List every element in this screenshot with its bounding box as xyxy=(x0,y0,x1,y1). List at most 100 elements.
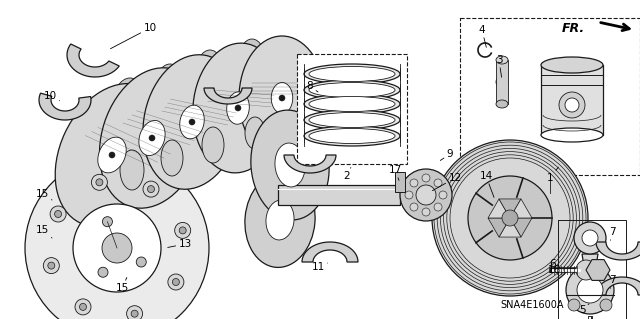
Polygon shape xyxy=(582,254,598,272)
Circle shape xyxy=(131,310,138,317)
Polygon shape xyxy=(100,140,124,180)
Circle shape xyxy=(92,174,108,190)
Polygon shape xyxy=(596,242,640,260)
Text: 2: 2 xyxy=(344,167,351,181)
Text: 8: 8 xyxy=(307,81,318,92)
Ellipse shape xyxy=(251,110,329,220)
Circle shape xyxy=(79,303,86,310)
Text: 11: 11 xyxy=(312,262,328,272)
Ellipse shape xyxy=(309,66,395,81)
Polygon shape xyxy=(395,172,405,192)
Ellipse shape xyxy=(309,113,395,128)
Circle shape xyxy=(143,181,159,197)
Circle shape xyxy=(54,211,61,218)
Circle shape xyxy=(172,278,179,286)
Circle shape xyxy=(582,230,598,246)
Ellipse shape xyxy=(559,92,585,118)
Text: 5: 5 xyxy=(579,304,589,315)
Circle shape xyxy=(102,217,113,227)
Bar xyxy=(541,65,603,135)
Circle shape xyxy=(410,179,418,187)
Text: 12: 12 xyxy=(433,173,461,191)
Polygon shape xyxy=(510,199,532,218)
Ellipse shape xyxy=(55,84,169,226)
Ellipse shape xyxy=(576,260,596,280)
Circle shape xyxy=(127,306,143,319)
Circle shape xyxy=(44,258,60,274)
Circle shape xyxy=(279,95,285,101)
Ellipse shape xyxy=(245,173,315,267)
Polygon shape xyxy=(488,218,510,237)
Circle shape xyxy=(502,210,518,226)
Circle shape xyxy=(422,174,430,182)
Circle shape xyxy=(102,233,132,263)
Ellipse shape xyxy=(266,200,294,240)
Polygon shape xyxy=(284,155,336,173)
Ellipse shape xyxy=(193,43,283,173)
Circle shape xyxy=(73,204,161,292)
Text: 14: 14 xyxy=(479,171,494,197)
Ellipse shape xyxy=(275,143,305,187)
Text: 10: 10 xyxy=(44,91,60,101)
Ellipse shape xyxy=(309,129,395,144)
Ellipse shape xyxy=(271,83,292,114)
Polygon shape xyxy=(302,242,358,262)
Circle shape xyxy=(96,179,103,186)
Circle shape xyxy=(136,257,147,267)
Ellipse shape xyxy=(154,64,186,120)
Circle shape xyxy=(574,222,606,254)
Ellipse shape xyxy=(304,64,400,84)
Text: 15: 15 xyxy=(35,225,52,238)
Circle shape xyxy=(98,267,108,277)
Ellipse shape xyxy=(541,57,603,73)
Circle shape xyxy=(25,156,209,319)
Polygon shape xyxy=(499,218,521,237)
Text: 16: 16 xyxy=(547,265,564,275)
Circle shape xyxy=(577,277,603,303)
Circle shape xyxy=(179,227,186,234)
Circle shape xyxy=(235,105,241,111)
Text: 4: 4 xyxy=(479,25,486,47)
Circle shape xyxy=(439,191,447,199)
Text: 15: 15 xyxy=(35,189,52,200)
Ellipse shape xyxy=(304,94,400,114)
Ellipse shape xyxy=(143,55,241,189)
Circle shape xyxy=(434,203,442,211)
Text: 7: 7 xyxy=(609,227,615,240)
Bar xyxy=(297,54,407,164)
Ellipse shape xyxy=(304,110,400,130)
Circle shape xyxy=(400,169,452,221)
Circle shape xyxy=(175,222,191,238)
Ellipse shape xyxy=(161,140,183,176)
Ellipse shape xyxy=(120,150,144,190)
Circle shape xyxy=(468,176,552,260)
Polygon shape xyxy=(220,88,246,130)
Text: FR.: FR. xyxy=(562,21,585,34)
Ellipse shape xyxy=(180,105,204,139)
Circle shape xyxy=(405,191,413,199)
Bar xyxy=(558,220,626,319)
Ellipse shape xyxy=(195,50,225,102)
Ellipse shape xyxy=(139,121,165,156)
Ellipse shape xyxy=(238,39,266,87)
Ellipse shape xyxy=(496,76,508,88)
FancyArrowPatch shape xyxy=(601,23,629,31)
Polygon shape xyxy=(596,277,640,295)
Ellipse shape xyxy=(239,36,325,160)
Ellipse shape xyxy=(309,97,395,112)
Text: 17: 17 xyxy=(388,165,402,181)
Circle shape xyxy=(600,299,612,311)
Ellipse shape xyxy=(304,126,400,146)
Circle shape xyxy=(149,135,155,141)
Circle shape xyxy=(189,119,195,125)
Ellipse shape xyxy=(99,68,205,208)
Polygon shape xyxy=(510,218,532,237)
Ellipse shape xyxy=(496,100,508,108)
Bar xyxy=(460,18,640,175)
Circle shape xyxy=(566,266,614,314)
Ellipse shape xyxy=(245,117,265,149)
Circle shape xyxy=(147,186,154,193)
Polygon shape xyxy=(499,199,521,218)
Circle shape xyxy=(432,140,588,296)
Circle shape xyxy=(434,179,442,187)
